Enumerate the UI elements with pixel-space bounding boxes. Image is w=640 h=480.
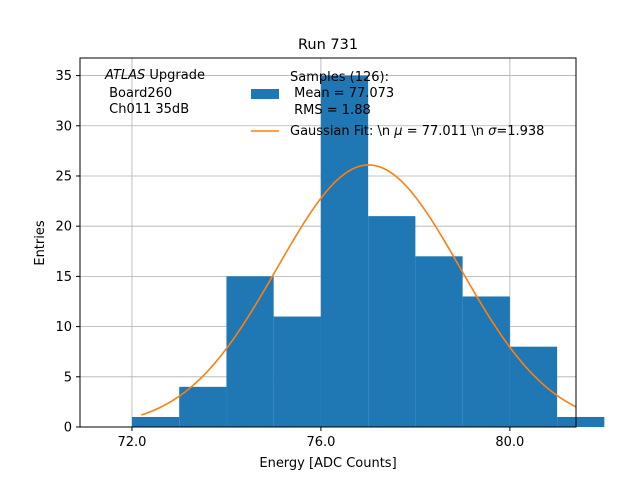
y-tick-label: 10 xyxy=(55,320,72,335)
legend-samples-line1: Samples (126): xyxy=(290,70,389,85)
histogram-bar xyxy=(179,386,227,427)
legend-fit-prefix: Gaussian Fit: \n xyxy=(290,124,394,139)
legend-samples-swatch xyxy=(251,89,279,99)
atlas-annotation: ATLAS Upgrade Board260 Ch011 35dB xyxy=(104,68,205,117)
x-tick-label: 72.0 xyxy=(117,435,146,450)
x-tick-label: 76.0 xyxy=(306,435,335,450)
histogram-bar xyxy=(226,276,274,427)
histogram-bar xyxy=(320,75,369,428)
y-tick-label: 15 xyxy=(55,270,72,285)
histogram-bar xyxy=(462,296,510,427)
legend-fit-sigma-text: =1.938 xyxy=(496,124,544,139)
y-tick-label: 0 xyxy=(64,421,72,436)
legend-fit-mu-text: = 77.011 \n xyxy=(403,124,489,139)
y-axis-label: Entries xyxy=(33,220,48,266)
x-axis-ticks: 72.0 76.0 80.0 xyxy=(117,427,524,450)
gaussian-fit-curve-group xyxy=(141,164,577,416)
chart-title: Run 731 xyxy=(298,37,358,53)
histogram-bar xyxy=(557,416,605,427)
atlas-label: ATLAS xyxy=(104,68,145,83)
y-tick-label: 35 xyxy=(55,69,72,84)
upgrade-label: Upgrade xyxy=(145,68,205,83)
y-tick-label: 30 xyxy=(55,119,72,134)
legend-fit-mu-symbol: μ xyxy=(393,124,402,139)
legend-samples-rms: RMS = 1.88 xyxy=(290,103,371,118)
gaussian-fit-curve xyxy=(141,164,577,416)
histogram-bars xyxy=(131,75,605,428)
legend-samples-mean: Mean = 77.073 xyxy=(290,86,394,101)
y-axis-ticks: 0 5 10 15 20 25 30 35 xyxy=(55,69,80,436)
histogram-bar xyxy=(509,346,558,427)
histogram-bar xyxy=(415,256,463,427)
y-tick-label: 20 xyxy=(55,220,72,235)
channel-label: Ch011 35dB xyxy=(105,102,189,117)
x-axis-label: Energy [ADC Counts] xyxy=(259,456,396,471)
legend-fit-sigma-symbol: σ xyxy=(488,124,497,139)
plot-frame xyxy=(79,57,577,428)
histogram-bar xyxy=(273,316,321,427)
x-tick-label: 80.0 xyxy=(495,435,524,450)
board-label: Board260 xyxy=(105,86,172,101)
legend: Samples (126): Mean = 77.073 RMS = 1.88 … xyxy=(251,70,544,139)
y-tick-label: 5 xyxy=(64,370,72,385)
legend-fit-label: Gaussian Fit: \n μ = 77.011 \n σ=1.938 xyxy=(290,124,544,139)
svg-text:ATLAS Upgrade: ATLAS Upgrade xyxy=(104,68,205,83)
histogram-bar xyxy=(368,216,416,427)
histogram-bar xyxy=(131,416,180,427)
y-tick-label: 25 xyxy=(55,169,72,184)
